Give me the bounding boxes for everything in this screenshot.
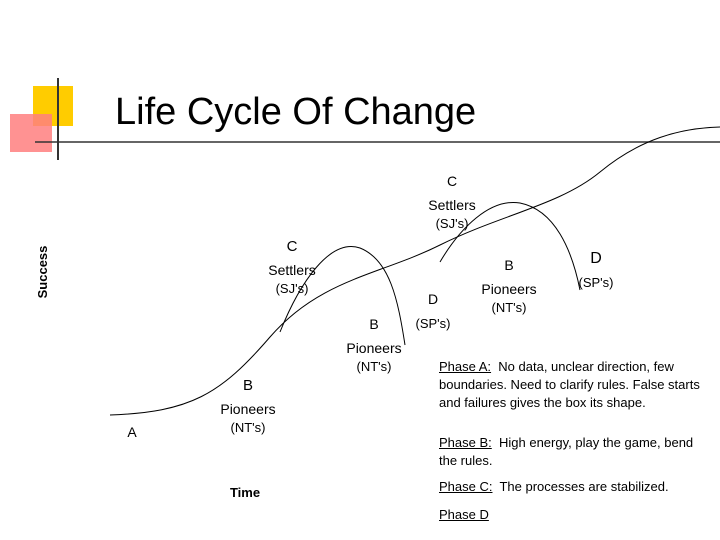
curve-label: Settlers: [268, 262, 315, 278]
curve-label: (NT's): [357, 359, 392, 374]
curve-label: (SP's): [579, 275, 614, 290]
curve-label: (SJ's): [276, 281, 309, 296]
phase-note: Phase D: [439, 506, 704, 524]
curve-label: B: [504, 257, 513, 273]
curve-label: D: [428, 291, 438, 307]
curve-label: (NT's): [492, 300, 527, 315]
curve-label: (SP's): [416, 316, 451, 331]
curve-label: D: [590, 250, 602, 267]
y-label: Success: [35, 246, 50, 299]
x-label: Time: [230, 485, 260, 500]
curve-label: (NT's): [231, 420, 266, 435]
phase-label: Phase B:: [439, 435, 492, 450]
curve-label: Pioneers: [346, 340, 401, 356]
curve-label: Pioneers: [481, 281, 536, 297]
title: Life Cycle Of Change: [115, 91, 476, 133]
curve-label: B: [369, 316, 378, 332]
curve-label: (SJ's): [436, 216, 469, 231]
curve-label: Settlers: [428, 197, 475, 213]
phase-text: No data, unclear direction, few boundari…: [439, 359, 700, 410]
phase-note: Phase A: No data, unclear direction, few…: [439, 358, 704, 412]
phase-label: Phase A:: [439, 359, 492, 374]
curve-label: A: [127, 424, 137, 440]
deco-square: [10, 114, 52, 152]
phase-note: Phase C: The processes are stabilized.: [439, 478, 704, 496]
phase-text: The processes are stabilized.: [499, 479, 669, 494]
phase-label: Phase C:: [439, 479, 493, 494]
phase-text: High energy, play the game, bend the rul…: [439, 435, 694, 468]
phase-label: Phase D: [439, 507, 489, 522]
phase-note: Phase B: High energy, play the game, ben…: [439, 434, 704, 470]
hump-curve: [279, 246, 406, 346]
hump-curve: [439, 201, 581, 291]
curve-label: C: [447, 173, 457, 189]
curve-label: Pioneers: [220, 401, 275, 417]
curve-label: C: [287, 238, 298, 255]
main-curve: [109, 126, 720, 416]
curve-label: B: [243, 377, 253, 394]
